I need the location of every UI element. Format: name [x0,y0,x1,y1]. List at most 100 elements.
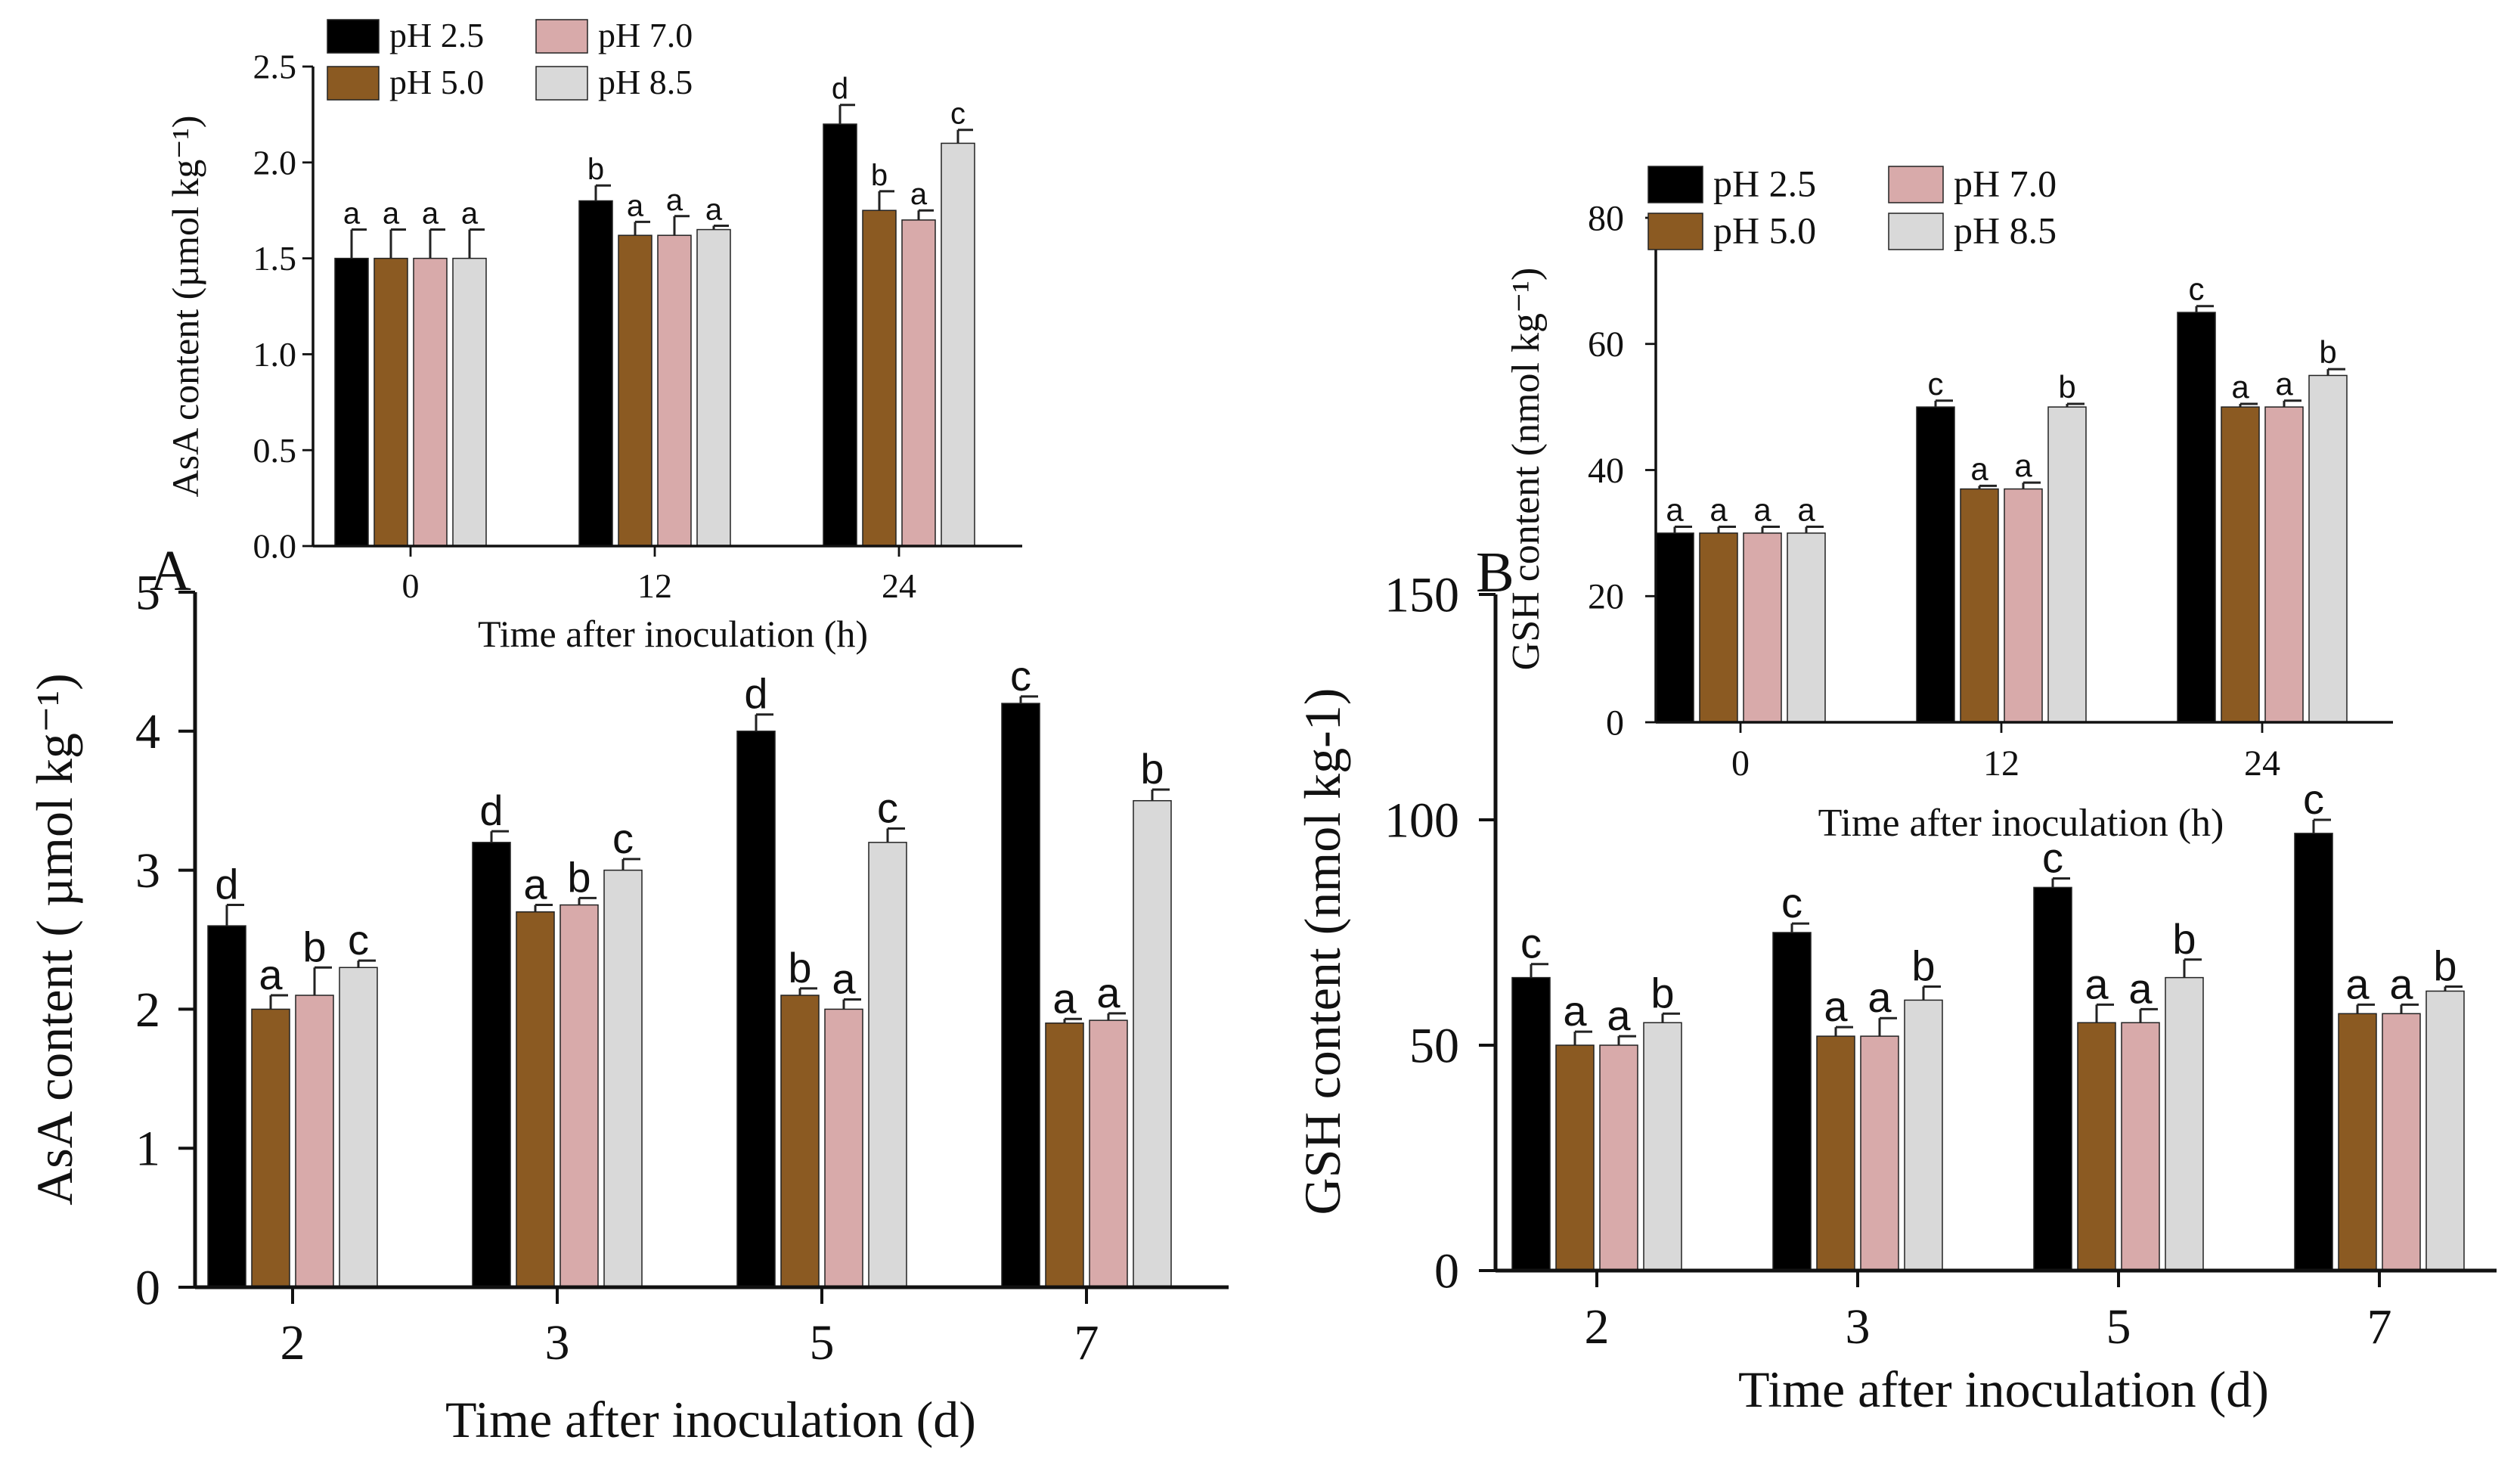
significance-letter-B-main-s2-c2: a [2128,964,2153,1012]
significance-letter-A-inset-s1-c1: a [627,189,644,222]
bar-B-inset-s2-c0 [1743,532,1782,723]
bar-B-main-s3-c0 [1643,1022,1682,1271]
x-tick-label-B-inset-0: 0 [1731,743,1750,784]
significance-letter-A-main-s3-c2: c [877,784,898,831]
bar-B-main-s3-c1 [1904,999,1943,1271]
bar-A-inset-s0-c0 [334,257,369,547]
y-tick-label-B-main-3: 150 [1384,567,1459,622]
significance-letter-B-main-s2-c1: a [1868,973,1892,1021]
bar-B-inset-s3-c1 [2047,406,2087,723]
bar-A-main-s0-c2 [736,731,776,1288]
bar-B-main-s2-c2 [2121,1022,2160,1271]
bar-A-main-s2-c2 [824,1008,863,1288]
significance-letter-B-inset-s2-c1: a [2014,448,2032,483]
bar-B-main-s1-c2 [2077,1022,2116,1271]
bar-B-main-s3-c2 [2165,976,2204,1271]
significance-letter-A-main-s0-c1: d [479,787,503,834]
bar-B-inset-s0-c2 [2177,312,2216,723]
y-tick-label-B-inset-1: 20 [1588,577,1624,617]
y-tick-label-A-inset-5: 2.5 [253,48,297,86]
significance-letter-B-inset-s3-c0: a [1797,492,1815,528]
y-tick-label-A-inset-2: 1.0 [253,335,297,374]
x-tick-label-B-inset-2: 24 [2244,743,2280,784]
bar-A-inset-s3-c0 [452,257,487,547]
y-axis-label-B-inset: GSH content (nmol kg⁻¹) [1505,268,1548,671]
legend-label-B-inset-1: pH 5.0 [1713,209,1816,251]
significance-letter-A-main-s3-c0: c [348,916,369,964]
significance-letter-A-inset-s3-c2: c [950,98,966,131]
significance-letter-B-main-s3-c0: b [1651,969,1674,1016]
bar-A-main-s1-c0 [251,1008,290,1288]
panel-label-A-main: A [150,539,191,603]
significance-letter-B-main-s0-c0: c [1520,920,1542,967]
significance-letter-B-main-s2-c3: a [2389,960,2413,1007]
bar-A-inset-s0-c2 [823,123,857,547]
bar-A-main-s2-c0 [295,995,334,1288]
bar-B-inset-s3-c2 [2308,374,2348,723]
bar-B-inset-s0-c1 [1916,406,1955,723]
y-tick-label-A-inset-0: 0.0 [253,527,297,566]
legend-swatch-B-inset-0 [1647,166,1703,203]
significance-letter-A-inset-s1-c0: a [383,197,400,231]
legend-swatch-A-inset-2 [535,19,588,54]
significance-letter-A-main-s0-c0: d [215,861,238,908]
significance-letter-B-inset-s3-c2: b [2319,334,2336,370]
significance-letter-B-inset-s3-c1: b [2058,369,2075,405]
bar-B-main-s2-c0 [1599,1044,1638,1271]
significance-letter-A-main-s2-c3: a [1096,969,1121,1016]
bar-A-main-s3-c3 [1133,799,1172,1288]
legend-swatch-A-inset-3 [535,66,588,101]
significance-letter-B-inset-s2-c2: a [2275,366,2293,402]
bar-A-main-s3-c1 [603,869,643,1288]
y-tick-label-B-inset-4: 80 [1588,198,1624,238]
significance-letter-B-main-s3-c1: b [1911,942,1935,990]
bar-A-main-s0-c3 [1001,703,1040,1288]
significance-letter-A-inset-s1-c2: b [871,159,888,192]
significance-letter-B-main-s1-c3: a [2345,960,2370,1007]
y-tick-label-B-inset-0: 0 [1606,703,1624,743]
bar-A-main-s2-c3 [1089,1019,1128,1288]
significance-letter-A-main-s0-c3: c [1010,652,1031,700]
bar-B-main-s3-c3 [2425,990,2465,1271]
legend-label-B-inset-2: pH 7.0 [1954,162,2057,204]
bar-A-main-s3-c0 [339,967,378,1288]
significance-letter-A-main-s2-c2: a [832,955,856,1003]
bar-B-main-s1-c0 [1555,1044,1595,1271]
y-tick-label-A-inset-1: 0.5 [253,431,297,470]
x-tick-label-A-main-0: 2 [281,1315,305,1370]
significance-letter-A-main-s1-c1: a [523,861,547,908]
x-tick-label-A-inset-0: 0 [402,566,420,605]
legend-swatch-A-inset-1 [327,66,380,101]
bar-B-inset-s0-c0 [1655,532,1694,723]
x-tick-label-B-main-1: 3 [1846,1299,1871,1355]
significance-letter-A-main-s1-c3: a [1052,974,1077,1022]
significance-letter-B-main-s0-c2: c [2042,833,2063,881]
significance-letter-B-main-s0-c1: c [1781,879,1802,926]
y-tick-label-A-main-1: 1 [135,1122,160,1177]
legend-label-A-inset-2: pH 7.0 [598,16,693,54]
bar-B-main-s2-c1 [1860,1035,1899,1271]
legend-label-A-inset-1: pH 5.0 [389,63,484,101]
x-tick-label-A-inset-1: 12 [637,566,672,605]
y-tick-label-B-main-2: 100 [1384,793,1459,848]
bar-B-main-s0-c0 [1511,976,1551,1271]
bar-A-inset-s1-c0 [374,257,408,547]
x-axis-label-A-inset: Time after inoculation (h) [478,613,868,655]
significance-letter-A-inset-s2-c0: a [422,197,439,231]
x-tick-label-B-main-2: 5 [2106,1299,2131,1355]
significance-letter-B-main-s3-c2: b [2172,915,2196,963]
x-tick-label-A-main-3: 7 [1074,1315,1099,1370]
significance-letter-A-inset-s3-c0: a [461,197,479,231]
bar-A-main-s2-c1 [559,904,599,1288]
significance-letter-A-main-s3-c1: c [612,815,634,862]
legend-swatch-A-inset-0 [327,19,380,54]
legend-label-A-inset-3: pH 8.5 [598,63,693,101]
significance-letter-B-inset-s1-c0: a [1709,492,1728,528]
significance-letter-B-inset-s0-c0: a [1666,492,1684,528]
bar-A-main-s1-c1 [516,911,555,1288]
significance-letter-B-main-s0-c3: c [2303,775,2324,823]
bar-B-inset-s2-c2 [2264,406,2304,723]
y-tick-label-A-inset-3: 1.5 [253,239,297,278]
